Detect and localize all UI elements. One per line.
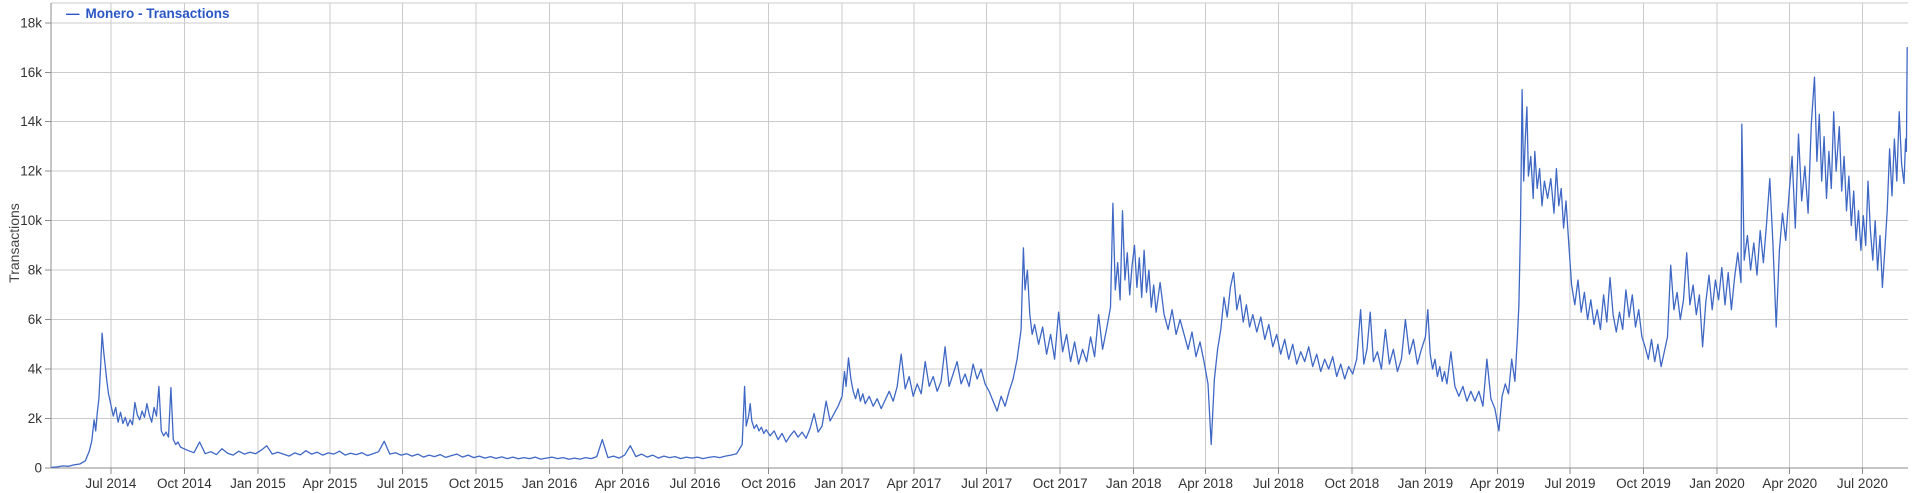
y-tick-label: 16k bbox=[20, 65, 42, 80]
x-tick-label: Apr 2017 bbox=[887, 476, 942, 491]
x-tick-label: Jan 2016 bbox=[522, 476, 578, 491]
y-axis-title: Transactions bbox=[6, 203, 22, 283]
y-tick-label: 12k bbox=[20, 164, 42, 179]
x-tick-label: Oct 2019 bbox=[1616, 476, 1671, 491]
y-tick-label: 10k bbox=[20, 213, 42, 228]
y-tick-label: 8k bbox=[28, 263, 43, 278]
y-tick-label: 2k bbox=[28, 411, 43, 426]
x-tick-label: Jan 2015 bbox=[230, 476, 286, 491]
x-tick-label: Jul 2015 bbox=[377, 476, 428, 491]
series-line-monero-transactions bbox=[51, 46, 1908, 469]
x-tick-label: Jan 2017 bbox=[814, 476, 870, 491]
x-tick-label: Jul 2017 bbox=[961, 476, 1012, 491]
x-tick-label: Jul 2019 bbox=[1544, 476, 1595, 491]
legend-series-label: Monero - Transactions bbox=[85, 6, 230, 21]
y-tick-label: 6k bbox=[28, 312, 43, 327]
x-tick-label: Oct 2016 bbox=[741, 476, 796, 491]
y-tick-label: 14k bbox=[20, 114, 42, 129]
x-tick-label: Jul 2016 bbox=[670, 476, 721, 491]
x-tick-label: Jul 2014 bbox=[85, 476, 137, 491]
x-tick-label: Oct 2014 bbox=[157, 476, 212, 491]
x-tick-label: Apr 2019 bbox=[1470, 476, 1525, 491]
x-tick-label: Jul 2020 bbox=[1837, 476, 1888, 491]
x-tick-label: Apr 2016 bbox=[595, 476, 650, 491]
x-tick-label: Apr 2018 bbox=[1178, 476, 1233, 491]
legend-series-dash: — bbox=[66, 6, 80, 21]
chart-legend[interactable]: — Monero - Transactions bbox=[66, 6, 230, 21]
y-tick-label: 4k bbox=[28, 362, 43, 377]
x-tick-label: Jan 2019 bbox=[1398, 476, 1454, 491]
y-tick-label: 0 bbox=[34, 461, 42, 476]
x-tick-label: Apr 2015 bbox=[302, 476, 357, 491]
x-tick-label: Oct 2018 bbox=[1324, 476, 1379, 491]
x-tick-label: Jul 2018 bbox=[1253, 476, 1304, 491]
x-tick-label: Oct 2017 bbox=[1033, 476, 1088, 491]
x-tick-label: Apr 2020 bbox=[1762, 476, 1817, 491]
x-tick-label: Jan 2020 bbox=[1689, 476, 1745, 491]
y-tick-label: 18k bbox=[20, 15, 42, 30]
x-tick-label: Oct 2015 bbox=[449, 476, 504, 491]
x-tick-label: Jan 2018 bbox=[1106, 476, 1162, 491]
